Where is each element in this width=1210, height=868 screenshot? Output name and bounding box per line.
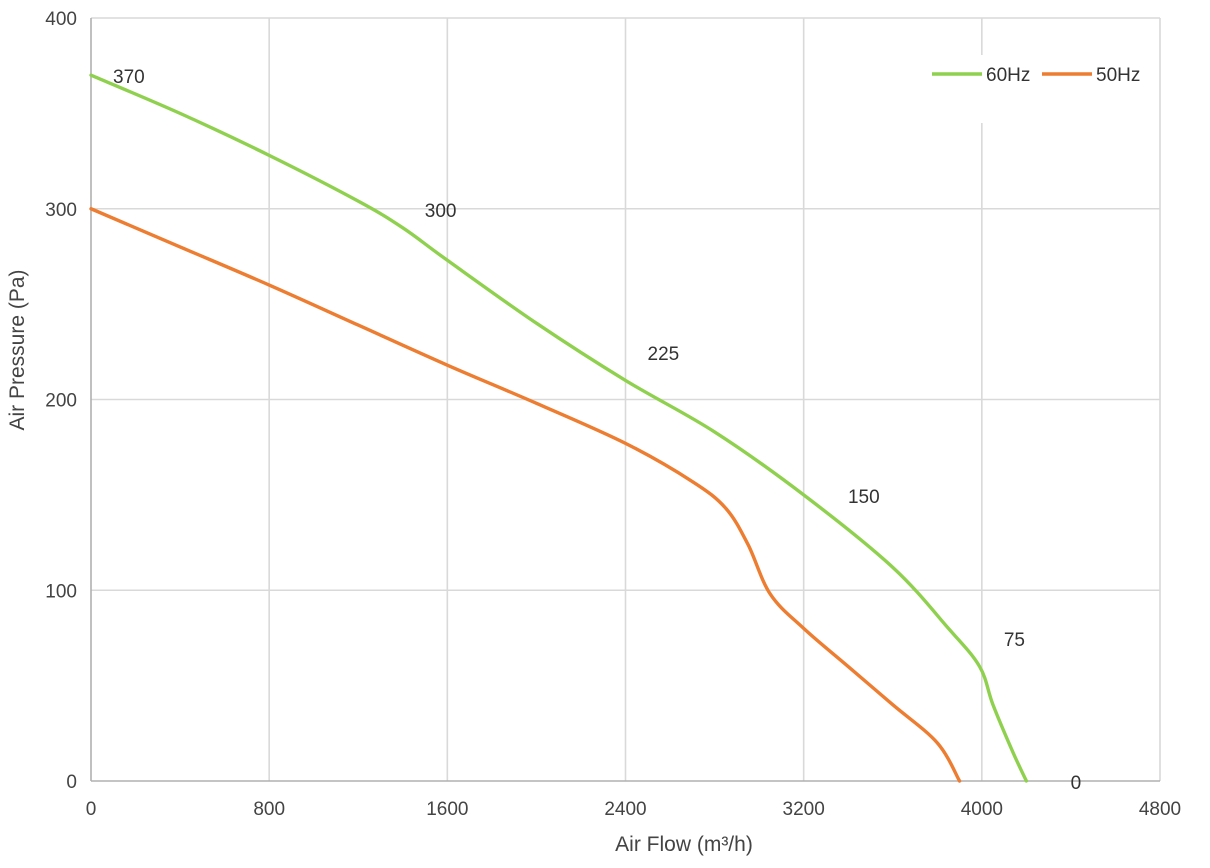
y-tick-label: 300 (45, 200, 77, 221)
x-tick-label: 1600 (426, 799, 468, 820)
series-line-60hz (89, 73, 1029, 783)
legend-background (915, 55, 1155, 123)
series-line-50hz (89, 207, 962, 783)
x-tick-label: 3200 (783, 799, 825, 820)
data-label: 300 (425, 201, 457, 222)
y-tick-label: 400 (45, 9, 77, 30)
x-tick-label: 2400 (604, 799, 646, 820)
data-label: 150 (848, 487, 880, 508)
x-tick-label: 4000 (961, 799, 1003, 820)
legend-label: 60Hz (986, 65, 1030, 86)
series-lines (89, 73, 1029, 783)
data-label: 75 (1004, 630, 1025, 651)
y-tick-label: 200 (45, 391, 77, 412)
data-label: 225 (648, 344, 680, 365)
axes (90, 18, 1160, 782)
data-label: 370 (113, 67, 145, 88)
x-tick-label: 0 (86, 799, 97, 820)
x-tick-label: 800 (253, 799, 285, 820)
data-labels: 370 300 225 150 75 0 (113, 67, 1081, 794)
x-axis-label: Air Flow (m³/h) (615, 833, 753, 856)
y-tick-label: 0 (66, 772, 77, 793)
y-axis-label: Air Pressure (Pa) (6, 269, 29, 430)
grid-lines (91, 17, 1161, 781)
legend-label: 50Hz (1096, 65, 1140, 86)
x-tick-label: 4800 (1139, 799, 1181, 820)
data-label: 0 (1071, 773, 1082, 794)
y-tick-label: 100 (45, 581, 77, 602)
y-tick-labels: 0 100 200 300 400 (45, 9, 77, 793)
legend: 60Hz 50Hz (915, 55, 1155, 123)
x-tick-labels: 0 800 1600 2400 3200 4000 4800 (86, 799, 1181, 820)
